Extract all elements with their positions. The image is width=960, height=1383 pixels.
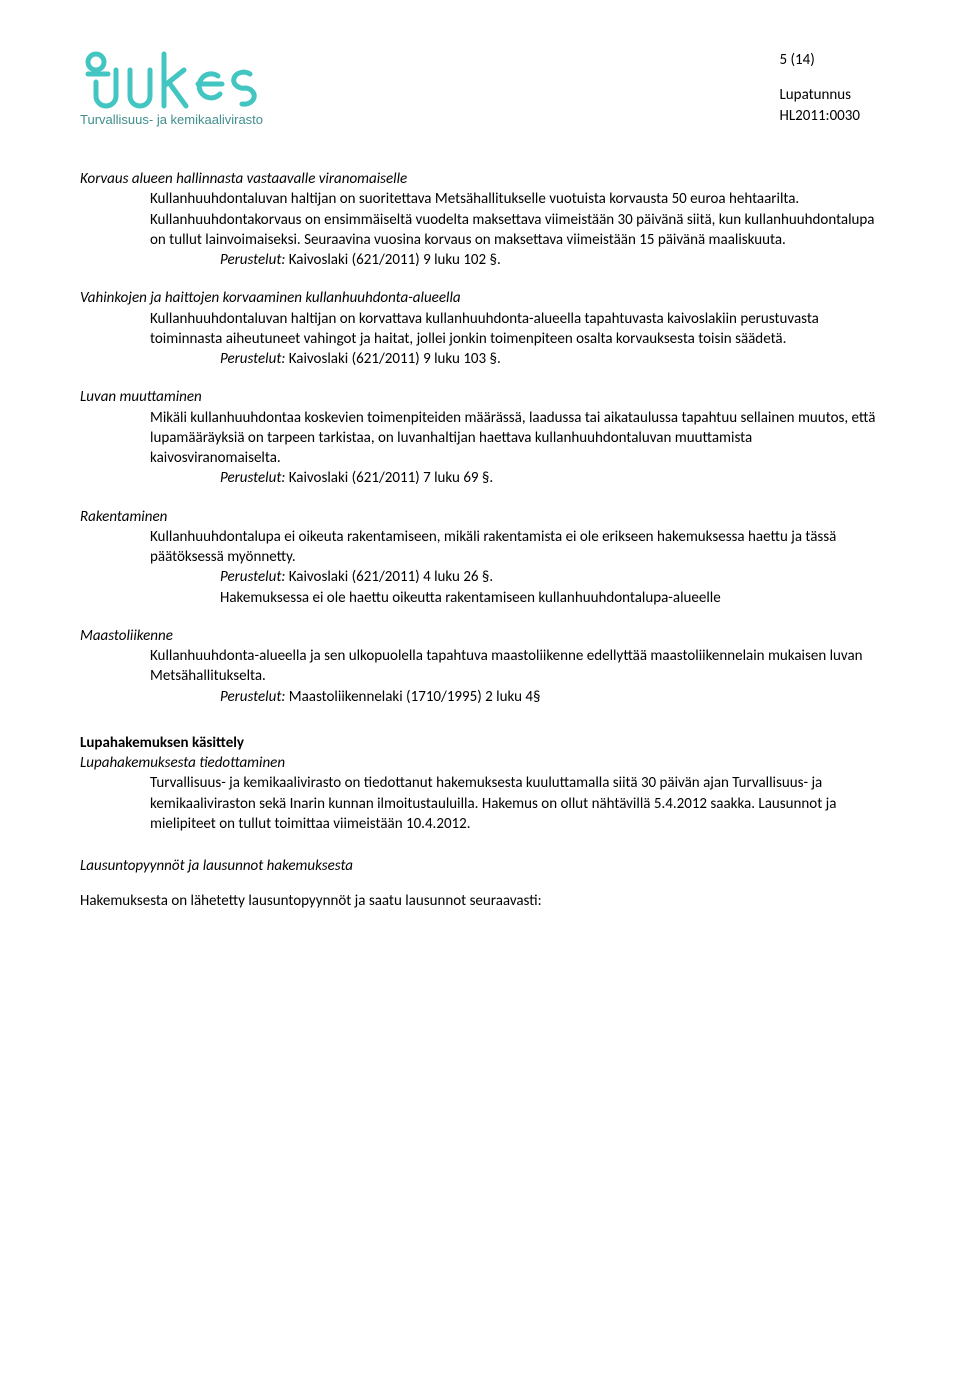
luvan-p1: Mikäli kullanhuuhdontaa koskevien toimen…	[150, 408, 880, 469]
rakentaminen-p1: Kullanhuuhdontalupa ei oikeuta rakentami…	[150, 527, 880, 568]
document-body: Korvaus alueen hallinnasta vastaavalle v…	[80, 169, 880, 912]
perustelut-label: Perustelut:	[220, 469, 289, 487]
page-number: 5 (14)	[780, 50, 861, 71]
lupatunnus-label: Lupatunnus	[780, 85, 861, 106]
section-maasto: Maastoliikenne Kullanhuuhdonta-alueella …	[80, 626, 880, 707]
section-vahinkojen: Vahinkojen ja haittojen korvaaminen kull…	[80, 288, 880, 369]
perustelut-ref: Kaivoslaki (621/2011) 9 luku 102 §.	[289, 251, 501, 269]
lupatunnus-value: HL2011:0030	[780, 106, 861, 127]
section-korvaus: Korvaus alueen hallinnasta vastaavalle v…	[80, 169, 880, 270]
heading-kasittely-bold: Lupahakemuksen käsittely	[80, 733, 880, 753]
perustelut-label: Perustelut:	[220, 350, 289, 368]
heading-tiedottaminen: Lupahakemuksesta tiedottaminen	[80, 753, 880, 773]
section-luvan: Luvan muuttaminen Mikäli kullanhuuhdonta…	[80, 387, 880, 488]
section-kasittely: Lupahakemuksen käsittely Lupahakemuksest…	[80, 733, 880, 834]
perustelut-label: Perustelut:	[220, 568, 289, 586]
korvaus-p1: Kullanhuuhdontaluvan haltijan on suorite…	[150, 189, 880, 209]
rakentaminen-perustelut: Perustelut: Kaivoslaki (621/2011) 4 luku…	[220, 567, 880, 587]
kasittely-p1: Turvallisuus- ja kemikaalivirasto on tie…	[150, 773, 880, 834]
perustelut-ref: Maastoliikennelaki (1710/1995) 2 luku 4§	[289, 688, 541, 706]
heading-maasto: Maastoliikenne	[80, 626, 880, 646]
page-header: Turvallisuus- ja kemikaalivirasto 5 (14)…	[80, 50, 880, 133]
heading-rakentaminen: Rakentaminen	[80, 507, 880, 527]
perustelut-label: Perustelut:	[220, 251, 289, 269]
perustelut-ref: Kaivoslaki (621/2011) 7 luku 69 §.	[289, 469, 493, 487]
document-page: Turvallisuus- ja kemikaalivirasto 5 (14)…	[0, 0, 960, 972]
heading-lausunto: Lausuntopyynnöt ja lausunnot hakemuksest…	[80, 856, 880, 876]
heading-vahinkojen: Vahinkojen ja haittojen korvaaminen kull…	[80, 288, 880, 308]
rakentaminen-p2: Hakemuksessa ei ole haettu oikeutta rake…	[220, 588, 880, 608]
heading-korvaus: Korvaus alueen hallinnasta vastaavalle v…	[80, 169, 880, 189]
luvan-perustelut: Perustelut: Kaivoslaki (621/2011) 7 luku…	[220, 468, 880, 488]
korvaus-p2: Kullanhuuhdontakorvaus on ensimmäiseltä …	[150, 210, 880, 251]
logo-svg: Turvallisuus- ja kemikaalivirasto	[80, 50, 320, 128]
section-lausunto: Lausuntopyynnöt ja lausunnot hakemuksest…	[80, 856, 880, 912]
logo-subtitle-text: Turvallisuus- ja kemikaalivirasto	[80, 112, 263, 127]
tukes-logo: Turvallisuus- ja kemikaalivirasto	[80, 50, 320, 133]
vahinkojen-p1: Kullanhuuhdontaluvan haltijan on korvatt…	[150, 309, 880, 350]
perustelut-ref: Kaivoslaki (621/2011) 9 luku 103 §.	[289, 350, 501, 368]
header-meta: 5 (14) Lupatunnus HL2011:0030	[780, 50, 861, 127]
heading-luvan: Luvan muuttaminen	[80, 387, 880, 407]
maasto-perustelut: Perustelut: Maastoliikennelaki (1710/199…	[220, 687, 880, 707]
perustelut-label: Perustelut:	[220, 688, 289, 706]
perustelut-ref: Kaivoslaki (621/2011) 4 luku 26 §.	[289, 568, 493, 586]
korvaus-perustelut: Perustelut: Kaivoslaki (621/2011) 9 luku…	[220, 250, 880, 270]
lausunto-p1: Hakemuksesta on lähetetty lausuntopyynnö…	[80, 891, 880, 911]
vahinkojen-perustelut: Perustelut: Kaivoslaki (621/2011) 9 luku…	[220, 349, 880, 369]
maasto-p1: Kullanhuuhdonta-alueella ja sen ulkopuol…	[150, 646, 880, 687]
section-rakentaminen: Rakentaminen Kullanhuuhdontalupa ei oike…	[80, 507, 880, 608]
